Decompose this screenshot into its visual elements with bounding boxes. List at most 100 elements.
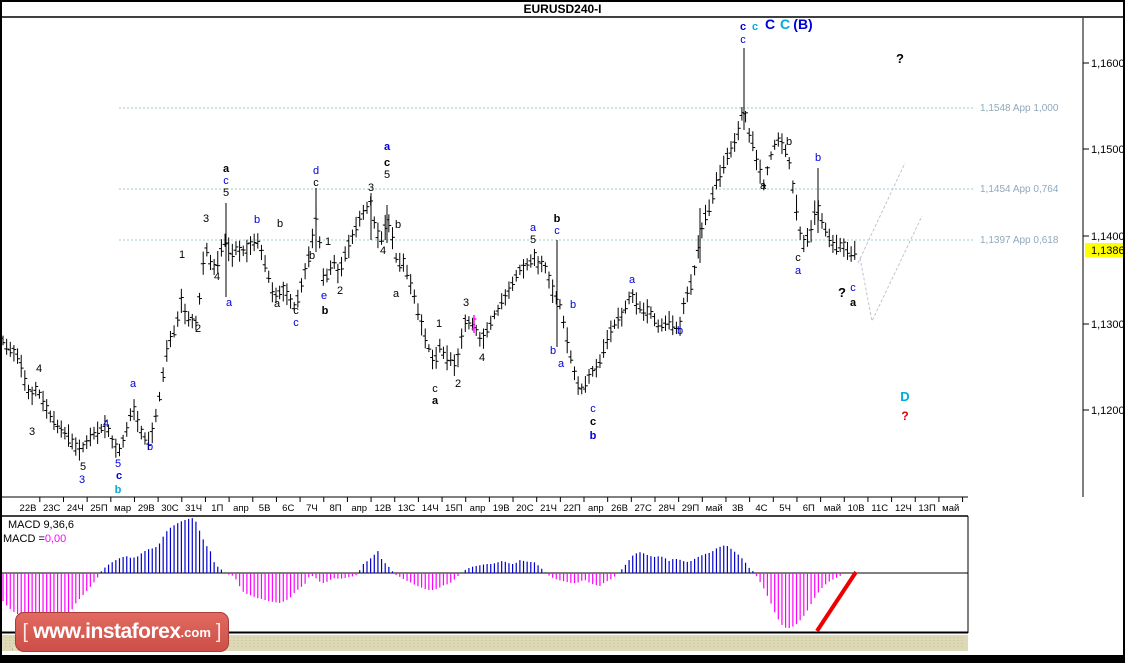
wave-label: 3 (463, 297, 469, 309)
wave-label: c (116, 470, 122, 482)
wave-label: 3 (79, 474, 85, 486)
wave-label: b (254, 214, 260, 226)
wave-label: b (554, 213, 561, 225)
x-axis-label: 12Ч (895, 503, 912, 514)
x-axis-label: 7Ч (306, 503, 318, 514)
wave-label: c (384, 157, 390, 169)
wave-label: 3 (203, 213, 209, 225)
wave-label: a (530, 222, 537, 234)
wave-label: 2 (337, 285, 343, 297)
wave-label: c (223, 175, 229, 187)
wave-label: 5 (223, 187, 229, 199)
wave-label: 5 (80, 461, 86, 473)
wave-label: c (590, 403, 596, 415)
wave-label: D (900, 389, 909, 404)
x-axis-label: 22П (563, 503, 581, 514)
wave-label: 3 (29, 426, 35, 438)
x-axis-label: апр (351, 503, 367, 514)
wave-label: 3 (368, 182, 374, 194)
wave-label: 5 (115, 458, 121, 470)
wave-label: b (550, 345, 556, 357)
wave-label: a (393, 288, 400, 300)
projection-line (857, 162, 906, 264)
wave-label: ? (838, 285, 846, 300)
x-axis-label: 19В (493, 503, 510, 514)
x-axis-label: 6С (282, 503, 294, 514)
wave-label: b (322, 305, 329, 317)
projection-line (859, 215, 923, 323)
x-axis-label: 11С (871, 503, 888, 514)
logo-bracket-right: ] (215, 620, 222, 643)
x-axis-label: 22В (20, 503, 37, 514)
wave-label: c (752, 21, 758, 33)
wave-label: c (313, 177, 319, 189)
wave-label: c (554, 225, 560, 237)
x-axis-label: 28Ч (658, 503, 675, 514)
x-axis-label: 24Ч (67, 503, 84, 514)
x-axis-label: 21Ч (540, 503, 557, 514)
x-axis-label: 23С (43, 503, 61, 514)
instaforex-logo[interactable]: [ www.instaforex .com ] (15, 612, 229, 652)
border-right (1123, 0, 1125, 663)
wave-label: b (677, 325, 683, 337)
x-axis-label: 4С (755, 503, 767, 514)
price-axis-label: 1,1300 (1091, 319, 1125, 331)
macd-value: 0,00 (44, 533, 67, 545)
wave-label: b (277, 218, 283, 230)
wave-label: 2 (455, 378, 461, 390)
x-axis-label: 27С (634, 503, 652, 514)
macd-trendline (815, 570, 858, 633)
wave-label: 4 (380, 245, 386, 257)
wave-label: d (313, 165, 319, 177)
x-axis-label: 5В (259, 503, 271, 514)
wave-label: a (760, 180, 767, 192)
wave-label: c (740, 21, 746, 33)
wave-label: a (629, 274, 636, 286)
wave-label: b (570, 299, 576, 311)
wave-label: c (795, 252, 801, 264)
wave-label: 5 (530, 234, 536, 246)
wave-label: b (815, 152, 821, 164)
wave-label: c (590, 416, 596, 428)
x-axis-label: 5Ч (779, 503, 791, 514)
wave-label: e (321, 290, 327, 302)
logo-text-suffix: .com (180, 624, 211, 640)
macd-value-prefix: MACD = (3, 533, 45, 545)
x-axis-label: 3В (732, 503, 744, 514)
x-axis-label: 8П (330, 503, 342, 514)
logo-text: www.instaforex (33, 620, 181, 643)
x-axis-label: 1П (211, 503, 223, 514)
x-axis-label: 15П (445, 503, 463, 514)
wave-label: 2 (195, 323, 201, 335)
wave-label: c (293, 305, 299, 317)
wave-label: a (384, 141, 391, 153)
x-axis-label: апр (233, 503, 249, 514)
fib-level-label: 1,1454 App 0,764 (980, 184, 1059, 195)
wave-label: a (432, 395, 439, 407)
wave-label: 5 (384, 169, 390, 181)
price-axis-label: 1,1400 (1091, 231, 1125, 243)
current-price-badge (1085, 243, 1123, 257)
current-price-label: 1,1386 (1091, 245, 1125, 257)
wave-label: c (850, 282, 856, 294)
wave-label: (B) (793, 16, 812, 32)
x-axis-label: май (706, 503, 723, 514)
wave-label: 1 (436, 318, 442, 330)
x-axis-label: 6П (803, 503, 815, 514)
wave-label: b (309, 250, 315, 262)
x-axis-label: 29В (138, 503, 155, 514)
wave-label: C (765, 16, 775, 32)
logo-bracket-left: [ (22, 620, 29, 643)
wave-label: ? (901, 409, 908, 423)
price-axis-label: 1,1600 (1091, 58, 1125, 70)
x-axis-label: 13С (398, 503, 416, 514)
x-axis-label: 14Ч (422, 503, 439, 514)
wave-label: 1 (325, 236, 331, 248)
wave-label: 1 (179, 249, 185, 261)
x-axis-label: мар (114, 503, 131, 514)
macd-indicator-value: MACD =0,00 (3, 533, 66, 546)
x-axis-label: 26В (611, 503, 628, 514)
x-axis-label: апр (470, 503, 486, 514)
